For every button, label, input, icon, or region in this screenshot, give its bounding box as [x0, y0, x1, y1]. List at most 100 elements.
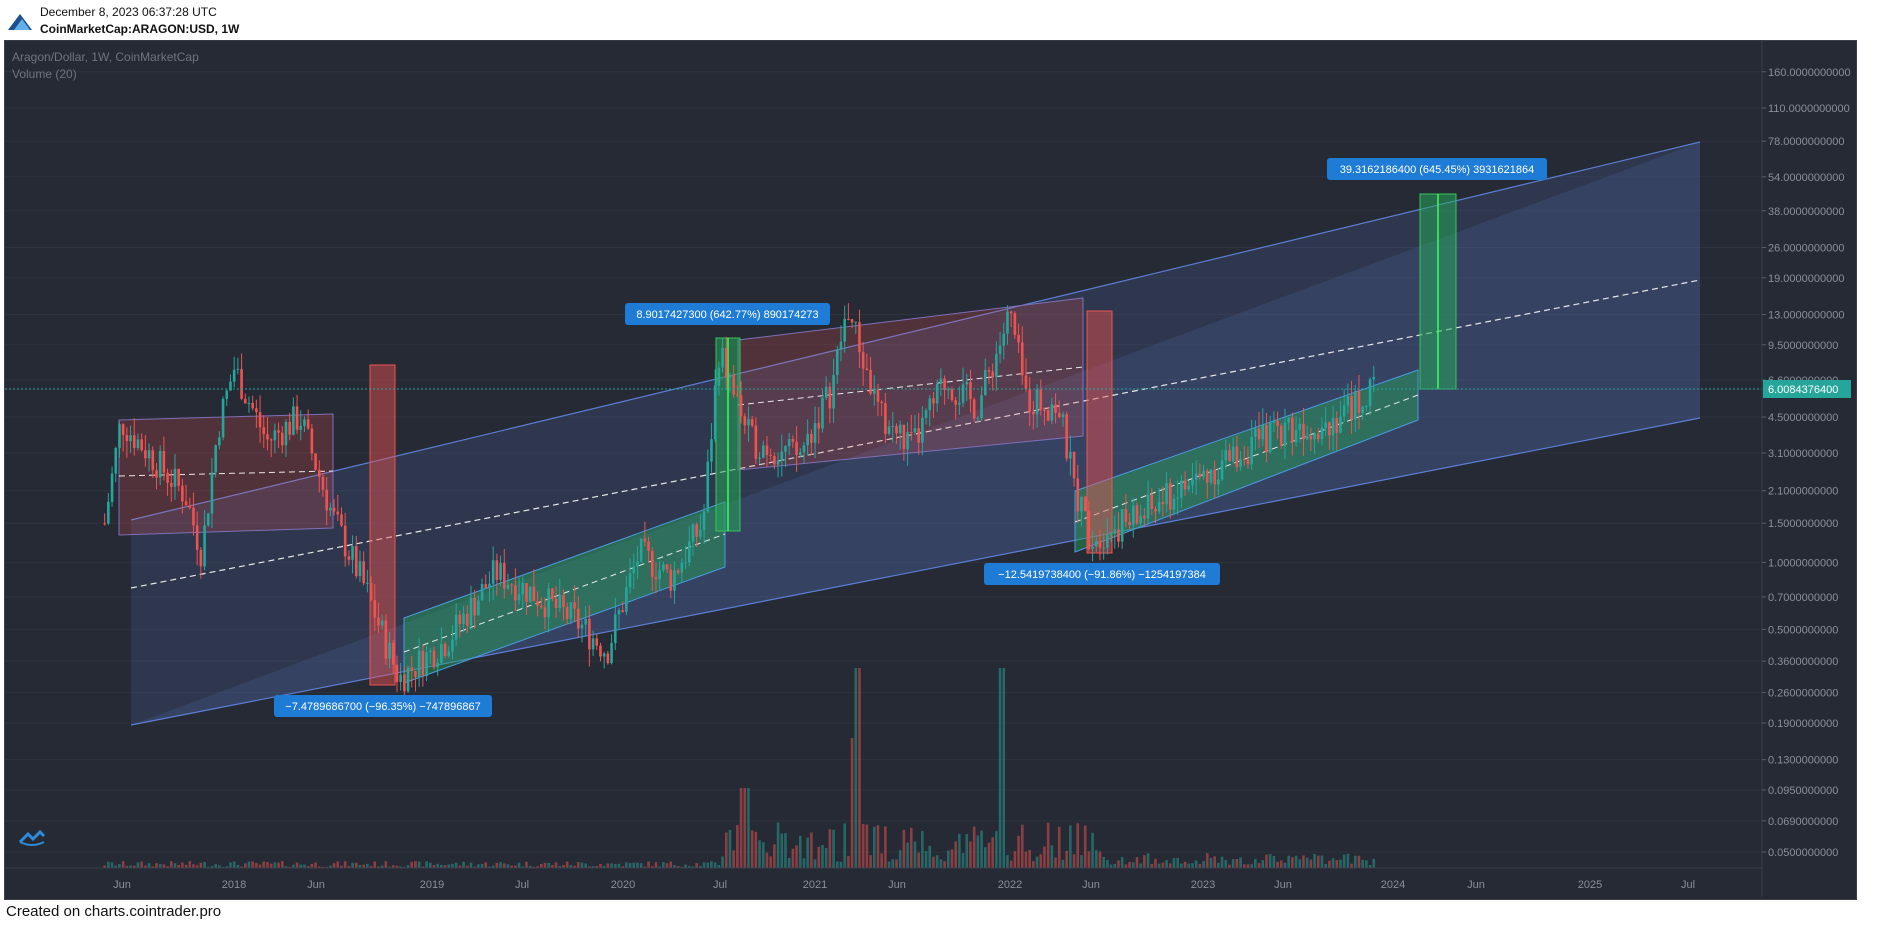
candle-body	[1302, 423, 1305, 440]
volume-bar	[399, 866, 402, 868]
volume-bar	[643, 866, 647, 868]
volume-bar	[547, 863, 550, 868]
candle-body	[1346, 396, 1350, 406]
candle-body	[747, 419, 750, 426]
candle-body	[1254, 428, 1257, 437]
volume-bar	[913, 841, 917, 868]
candle-body	[1161, 501, 1165, 505]
volume-bar	[236, 864, 240, 868]
volume-bar	[1254, 859, 1257, 868]
volume-bar	[299, 864, 303, 868]
volume-bar	[1069, 825, 1072, 868]
volume-bar	[943, 861, 946, 868]
candle-body	[547, 588, 550, 618]
candle-body	[861, 352, 865, 369]
volume-bar	[599, 864, 602, 868]
candle-body	[724, 347, 728, 378]
volume-bar	[425, 861, 428, 868]
volume-bar	[976, 835, 980, 868]
volume-bar	[1054, 857, 1057, 868]
candle-body	[906, 431, 909, 449]
tradingview-logo-icon[interactable]	[18, 828, 46, 846]
candle-body	[761, 445, 765, 458]
candle-body	[821, 397, 824, 429]
volume-bar	[743, 788, 747, 868]
candle-body	[824, 386, 828, 398]
volume-bar	[1346, 853, 1350, 868]
candle-body	[480, 584, 484, 601]
candle-body	[425, 652, 428, 676]
volume-bar	[147, 863, 151, 868]
candle-body	[584, 618, 587, 625]
candle-body	[1039, 389, 1043, 410]
candle-body	[847, 318, 850, 320]
chart-panel[interactable]	[4, 40, 1857, 900]
volume-bar	[632, 862, 636, 868]
volume-bar	[854, 668, 858, 868]
candle-body	[721, 347, 724, 368]
candle-body	[1309, 436, 1313, 440]
measure-label-bg	[1327, 158, 1547, 180]
candle-body	[1357, 391, 1361, 413]
x-tick-label: 2018	[222, 879, 246, 891]
candle-body	[1098, 541, 1102, 548]
volume-bar	[280, 861, 284, 868]
candle-body	[1235, 446, 1239, 467]
uptrend-mid-2019	[403, 533, 726, 653]
candle-body	[647, 541, 650, 551]
candle-body	[114, 447, 118, 474]
volume-bar	[1283, 862, 1287, 868]
volume-bar	[132, 865, 136, 868]
candle-body	[961, 384, 965, 403]
candle-body	[1043, 409, 1046, 411]
candle-body	[998, 345, 1002, 354]
candle-body	[636, 561, 639, 567]
x-tick-label: Jun	[113, 879, 131, 891]
volume-bar	[539, 864, 543, 868]
drop-measure-2022	[1086, 310, 1113, 554]
candle-body	[243, 398, 247, 404]
volume-bar	[602, 865, 606, 868]
candle-body	[872, 388, 876, 394]
candle-body	[1150, 494, 1154, 509]
volume-bar	[1154, 858, 1157, 868]
candle-body	[462, 613, 465, 625]
candle-body	[1213, 469, 1216, 485]
candle-body	[340, 514, 343, 526]
candle-body	[628, 573, 632, 588]
volume-bar	[262, 861, 266, 868]
volume-bar	[225, 866, 229, 868]
candle-body	[1176, 497, 1179, 499]
candle-body	[132, 435, 136, 448]
measure-label-text: −7.4789686700 (−96.35%) −747896867	[285, 701, 480, 713]
volume-bar	[769, 856, 772, 868]
candle-body	[1117, 529, 1120, 542]
candle-body	[1279, 425, 1283, 446]
volume-bar	[1024, 851, 1028, 868]
candle-body	[391, 642, 395, 665]
candle-body	[458, 614, 462, 625]
volume-bar	[958, 833, 961, 868]
candle-body	[691, 524, 695, 542]
candle-body	[155, 470, 158, 478]
volume-bar	[1209, 857, 1213, 868]
measure-label-text: 39.3162186400 (645.45%) 3931621864	[1340, 164, 1535, 176]
volume-bar	[1217, 862, 1220, 868]
volume-bar	[536, 866, 539, 868]
last-price-badge	[1763, 380, 1851, 398]
volume-bar	[243, 863, 247, 868]
measure-label-bg	[984, 563, 1220, 585]
candle-body	[484, 584, 488, 589]
volume-bar	[440, 864, 443, 868]
candle-body	[565, 606, 569, 619]
volume-bar	[710, 861, 713, 868]
candle-body	[255, 408, 258, 413]
volume-bar	[1002, 668, 1006, 868]
candle-body	[887, 426, 891, 434]
measure-label: 8.9017427300 (642.77%) 890174273	[625, 303, 830, 325]
candle-body	[1054, 404, 1057, 413]
candle-body	[1006, 311, 1009, 334]
volume-bar	[1313, 853, 1316, 868]
candle-body	[399, 674, 402, 683]
